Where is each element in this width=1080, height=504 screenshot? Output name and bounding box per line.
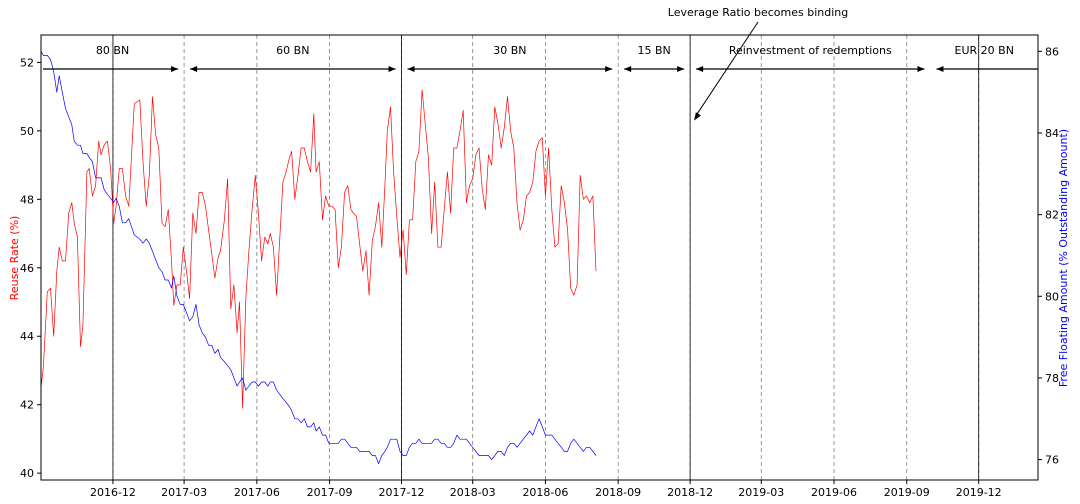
y-left-tick-label: 46 <box>20 262 34 275</box>
y-left-tick-label: 40 <box>20 467 34 480</box>
regime-label: 80 BN <box>96 44 129 57</box>
x-tick-label: 2018-09 <box>595 486 641 499</box>
regime-label: EUR 20 BN <box>955 44 1014 57</box>
y-right-tick-label: 84 <box>1045 127 1059 140</box>
reuse-rate-line-series <box>40 89 597 409</box>
arrowhead-left <box>696 66 704 72</box>
x-tick-label: 2019-06 <box>811 486 857 499</box>
annotation-arrowhead <box>694 112 701 121</box>
arrowhead-right <box>917 66 925 72</box>
arrowhead-right <box>677 66 685 72</box>
x-tick-label: 2019-03 <box>738 486 784 499</box>
free-floating-line-series <box>40 51 597 465</box>
y-axis-left-title: Reuse Rate (%) <box>8 216 21 301</box>
regime-label: 30 BN <box>493 44 526 57</box>
regime-arrows <box>43 66 1038 72</box>
arrowhead-left <box>624 66 632 72</box>
leverage-annotation-text: Leverage Ratio becomes binding <box>668 6 848 19</box>
x-tick-label: 2016-12 <box>90 486 136 499</box>
x-tick-label: 2019-09 <box>884 486 930 499</box>
y-left-tick-label: 44 <box>20 330 34 343</box>
regime-label: 60 BN <box>276 44 309 57</box>
y-left-tick-label: 48 <box>20 193 34 206</box>
vertical-gridlines <box>112 35 980 480</box>
x-tick-label: 2017-09 <box>307 486 353 499</box>
y-right-tick-label: 76 <box>1045 454 1059 467</box>
leverage-annotation: Leverage Ratio becomes binding <box>668 6 848 121</box>
y-right-tick-label: 78 <box>1045 372 1059 385</box>
y-right-tick-label: 86 <box>1045 45 1059 58</box>
y-axis-right: 76 78 80 82 84 86 <box>1038 45 1059 467</box>
regime-label: 15 BN <box>638 44 671 57</box>
regime-label: Reinvestment of redemptions <box>729 44 892 57</box>
x-tick-label: 2017-06 <box>234 486 280 499</box>
free-floating-line <box>40 51 597 465</box>
plot-frame <box>40 34 1039 481</box>
x-tick-label: 2017-03 <box>161 486 207 499</box>
x-axis: 2016-12 2017-03 2017-06 2017-09 2017-12 2018-… <box>90 480 1002 499</box>
arrowhead-left <box>407 66 415 72</box>
y-left-tick-label: 50 <box>20 125 34 138</box>
x-tick-label: 2018-03 <box>450 486 496 499</box>
x-tick-label: 2019-12 <box>956 486 1002 499</box>
regime-labels: 80 BN 60 BN 30 BN 15 BN Reinvestment of rede… <box>96 44 1014 57</box>
arrowhead-left <box>936 66 944 72</box>
y-axis-right-title: Free Floating Amount (% Outstanding Amou… <box>1057 129 1070 387</box>
y-axis-left: 40 42 44 46 48 50 52 <box>20 56 41 480</box>
arrowhead-right <box>171 66 179 72</box>
arrowhead-right <box>605 66 613 72</box>
annotation-arrow <box>695 21 759 116</box>
y-right-tick-label: 82 <box>1045 209 1059 222</box>
x-tick-label: 2017-12 <box>379 486 425 499</box>
arrowhead-left <box>190 66 198 72</box>
y-left-tick-label: 42 <box>20 399 34 412</box>
x-tick-label: 2018-06 <box>522 486 568 499</box>
regime-vlines <box>112 35 980 480</box>
arrowhead-right <box>388 66 396 72</box>
reuse-rate-line <box>40 89 597 409</box>
y-left-tick-label: 52 <box>20 56 34 69</box>
x-tick-label: 2018-12 <box>667 486 713 499</box>
y-right-tick-label: 80 <box>1045 290 1059 303</box>
